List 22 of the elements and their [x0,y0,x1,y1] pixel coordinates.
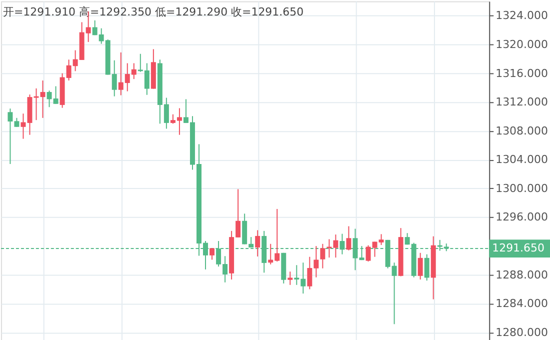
candlestick [366,244,371,262]
y-tick-label: 1312.000 [496,96,548,109]
y-tick-label: 1324.000 [496,9,548,22]
candlestick [346,226,352,251]
candlestick [210,248,215,260]
y-tick-label: 1280.000 [496,326,548,339]
candlestick [320,243,326,269]
candlestick [242,213,248,245]
y-tick-label: 1304.000 [496,153,548,166]
y-tick-label: 1288.000 [496,268,548,282]
candlestick [288,271,293,286]
y-tick-label: 1284.000 [496,297,548,310]
y-tick-label: 1320.000 [496,38,548,51]
candlestick [20,113,26,140]
candlestick [255,230,260,257]
y-tick-label: 1316.000 [496,66,548,80]
y-tick-label: 1300.000 [496,182,548,195]
y-tick-label: 1296.000 [496,210,548,224]
ref-line-label: 1291.650 [492,242,544,255]
candlestick [418,252,423,280]
candlestick [424,254,430,282]
y-tick-label: 1308.000 [496,124,548,138]
